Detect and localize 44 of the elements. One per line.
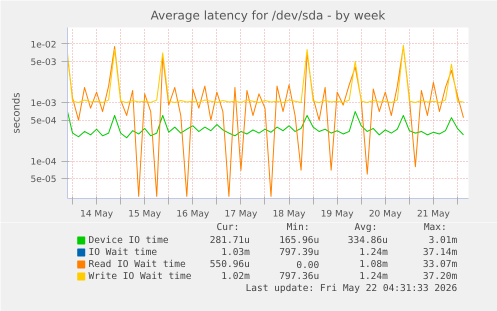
- y-tick-label: 1e-02: [30, 40, 57, 50]
- line-series: [68, 111, 464, 138]
- x-tick-label: 19 May: [320, 210, 354, 220]
- x-tick-label: 16 May: [176, 210, 210, 220]
- text: 1.24m: [359, 271, 388, 282]
- text: 550.96u: [210, 259, 250, 270]
- x-tick-label: 21 May: [416, 210, 451, 220]
- text: Min:: [286, 222, 310, 233]
- x-tick-label: 14 May: [80, 210, 114, 220]
- text: 0.00: [296, 260, 320, 271]
- text: Last update: Fri May 22 04:31:33 2026: [246, 283, 458, 294]
- y-tick-label: 1e-03: [30, 98, 57, 109]
- legend-label: Read IO Wait time: [88, 259, 186, 270]
- x-tick-label: 18 May: [272, 210, 306, 220]
- text: Avg:: [354, 222, 378, 233]
- x-tick-label: 17 May: [224, 210, 258, 220]
- x-tick-label: 20 May: [368, 210, 402, 220]
- y-tick-label: 5e-05: [30, 175, 57, 186]
- text: 33.07m: [422, 259, 458, 270]
- text: 281.71u: [210, 235, 250, 246]
- chart-title: Average latency for /dev/sda - by week: [150, 8, 386, 22]
- line-series: [68, 44, 464, 103]
- text: 334.86u: [348, 235, 388, 246]
- y-tick-label: 5e-04: [30, 116, 57, 127]
- text: 165.96u: [279, 235, 320, 246]
- text: Cur:: [216, 222, 240, 233]
- text: 1.03m: [221, 247, 250, 258]
- text: Max:: [424, 222, 447, 233]
- text: 1.24m: [359, 247, 388, 258]
- text: 1.02m: [221, 271, 250, 282]
- legend-label: Write IO Wait time: [88, 271, 192, 282]
- y-tick-label: 1e-04: [30, 158, 57, 168]
- text: 37.14m: [422, 247, 458, 258]
- text: 37.20m: [422, 271, 458, 282]
- text: 1.08m: [359, 259, 388, 270]
- legend-label: IO Wait time: [88, 247, 158, 258]
- text: 3.01m: [428, 235, 458, 246]
- y-tick-label: 5e-03: [30, 58, 57, 68]
- line-series: [68, 46, 464, 197]
- x-tick-label: 15 May: [128, 210, 162, 220]
- text: 797.39u: [279, 247, 320, 258]
- legend-label: Device IO time: [88, 235, 169, 246]
- y-axis-title: seconds: [12, 92, 23, 134]
- text: 797.36u: [279, 271, 320, 282]
